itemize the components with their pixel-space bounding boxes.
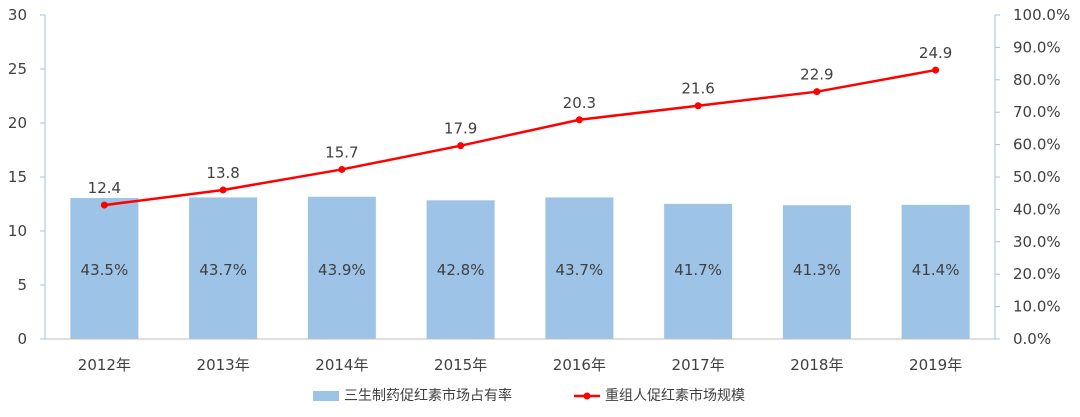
line-data-label: 22.9 <box>800 66 833 84</box>
line-point <box>575 116 583 124</box>
line-point <box>694 102 702 110</box>
legend-bar-swatch <box>313 391 339 401</box>
right-axis-tick-label: 0.0% <box>1013 330 1051 348</box>
legend: 三生制药促红素市场占有率 重组人促红素市场规模 <box>313 387 745 404</box>
bar <box>189 197 258 339</box>
bar-data-label: 43.7% <box>556 261 604 279</box>
line-data-label: 12.4 <box>88 179 121 197</box>
left-axis-tick-label: 30 <box>8 6 27 24</box>
x-axis-tick-label: 2018年 <box>790 356 843 374</box>
line-data-label: 20.3 <box>563 94 596 112</box>
line-data-label: 24.9 <box>919 44 952 62</box>
left-axis-tick-label: 10 <box>8 222 27 240</box>
line-point <box>100 201 108 209</box>
right-y-axis: 0.0% 10.0% 20.0% 30.0% 40.0% 50.0% 60.0% 70.0% 8… <box>994 6 1070 348</box>
line-data-label: 17.9 <box>444 120 477 138</box>
x-axis-tick-label: 2013年 <box>197 356 250 374</box>
line-data-label: 21.6 <box>681 80 714 98</box>
left-axis-tick-label: 0 <box>17 330 27 348</box>
legend-line-marker <box>583 392 591 400</box>
line-data-label: 15.7 <box>325 143 358 161</box>
right-axis-tick-label: 70.0% <box>1013 103 1061 121</box>
bar-data-label: 43.7% <box>199 261 247 279</box>
bar-data-label: 41.4% <box>912 261 960 279</box>
bar <box>545 197 614 339</box>
line-data-label: 13.8 <box>206 164 239 182</box>
line-point <box>932 66 940 74</box>
line-point <box>219 186 227 194</box>
bar <box>426 200 495 339</box>
right-axis-tick-label: 30.0% <box>1013 233 1061 251</box>
line-point <box>457 142 465 150</box>
x-axis-tick-label: 2016年 <box>553 356 606 374</box>
bar <box>307 196 376 339</box>
right-axis-tick-label: 20.0% <box>1013 265 1061 283</box>
bar <box>901 204 970 339</box>
left-axis-tick-label: 25 <box>8 60 27 78</box>
right-axis-tick-label: 10.0% <box>1013 298 1061 316</box>
right-axis-tick-label: 60.0% <box>1013 136 1061 154</box>
line-path <box>104 68 936 207</box>
line-series: 12.4 13.8 15.7 17.9 20.3 21.6 22.9 24.9 <box>88 44 952 209</box>
right-axis-tick-label: 40.0% <box>1013 200 1061 218</box>
x-axis-tick-label: 2017年 <box>672 356 725 374</box>
right-axis-tick-label: 90.0% <box>1013 38 1061 56</box>
legend-bar-label: 三生制药促红素市场占有率 <box>344 387 512 404</box>
x-axis-tick-label: 2015年 <box>434 356 487 374</box>
x-axis: 2012年 2013年 2014年 2015年 2016年 2017年 2018年 2019年 <box>45 338 995 374</box>
x-axis-tick-label: 2012年 <box>78 356 131 374</box>
bar-data-label: 41.3% <box>793 261 841 279</box>
legend-line-label: 重组人促红素市场规模 <box>605 387 745 404</box>
bar <box>664 203 733 339</box>
left-axis-tick-label: 5 <box>17 276 27 294</box>
left-y-axis: 0 5 10 15 20 25 30 <box>8 6 46 348</box>
right-axis-tick-label: 50.0% <box>1013 168 1061 186</box>
x-axis-tick-label: 2019年 <box>909 356 962 374</box>
bar-series: 43.5% 43.7% 43.9% 42.8% 43.7% 41.7% 41.3% 41.4% <box>70 196 970 339</box>
line-point <box>813 88 821 96</box>
right-axis-tick-label: 80.0% <box>1013 71 1061 89</box>
bar-data-label: 43.5% <box>81 261 129 279</box>
line-point <box>338 165 346 173</box>
x-axis-tick-label: 2014年 <box>315 356 368 374</box>
left-axis-tick-label: 20 <box>8 114 27 132</box>
bar-data-label: 42.8% <box>437 261 485 279</box>
bar-data-label: 41.7% <box>674 261 722 279</box>
left-axis-tick-label: 15 <box>8 168 27 186</box>
right-axis-tick-label: 100.0% <box>1013 6 1070 24</box>
bar <box>70 198 139 339</box>
bar <box>782 205 851 339</box>
bar-data-label: 43.9% <box>318 261 366 279</box>
